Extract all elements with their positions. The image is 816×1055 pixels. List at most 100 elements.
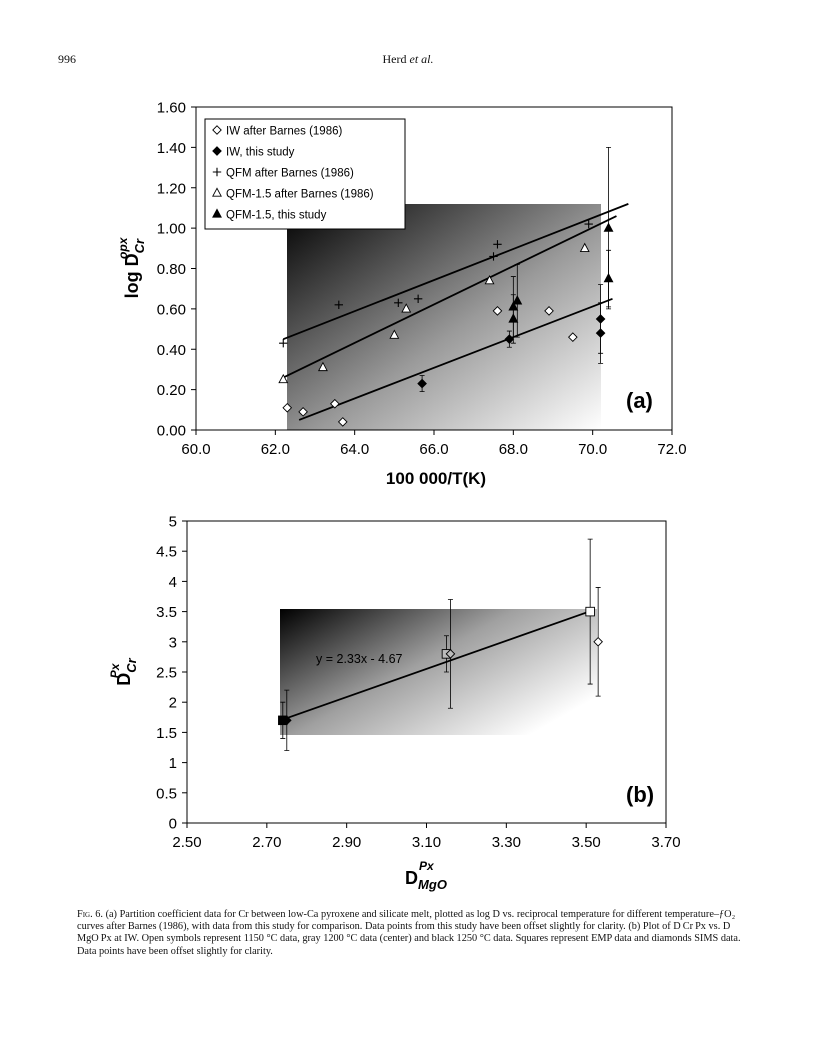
x-tick-label: 3.70 [651, 834, 680, 851]
data-point [445, 649, 456, 659]
y-tick-label: 1.5 [156, 725, 177, 742]
data-point [544, 306, 554, 316]
panel-b-xlabel: DMgO Px [405, 859, 447, 892]
data-point [298, 406, 308, 417]
running-head-authors: Herd [382, 52, 407, 66]
data-point [595, 314, 606, 324]
x-tick-label: 60.0 [181, 441, 210, 458]
panel-b-label: (b) [626, 782, 654, 807]
data-point [493, 240, 502, 249]
y-tick-label: 3 [169, 634, 177, 651]
panel-a-points [278, 146, 614, 427]
caption-label: Fig. 6. [77, 909, 103, 920]
data-point [278, 373, 289, 384]
x-tick-label: 72.0 [657, 441, 686, 458]
x-tick-label: 2.90 [332, 834, 361, 851]
data-point [567, 332, 578, 342]
running-head-etal: et al. [409, 52, 434, 66]
panel-b-axis-ticks: 2.50 2.70 2.90 3.10 3.30 3.50 3.70 0 0.5 1 1.5 2 2.5… [156, 514, 680, 852]
legend-label: IW, this study [226, 147, 295, 159]
y-tick-label: 0.20 [157, 382, 186, 399]
page-number: 996 [58, 52, 76, 66]
regression-equation: y = 2.33x - 4.67 [316, 652, 403, 666]
xlabel-b-sup: Px [419, 859, 435, 873]
y-tick-label: 1.00 [157, 221, 186, 238]
panel-a-fit-lines [282, 203, 629, 421]
data-point [512, 295, 523, 305]
fit-line [278, 608, 595, 722]
x-tick-label: 3.50 [572, 834, 601, 851]
data-point [584, 219, 593, 229]
data-point [317, 361, 328, 372]
data-point [413, 294, 423, 303]
panel-a-legend: IW after Barnes (1986) IW, this study QFM … [204, 118, 406, 230]
y-tick-label: 1.60 [157, 100, 186, 117]
panel-b-ylabel: DCrPx [108, 657, 139, 685]
y-tick-label: 0.40 [157, 342, 186, 359]
data-point [585, 606, 595, 617]
x-tick-label: 64.0 [340, 441, 369, 458]
y-tick-label: 1.40 [157, 140, 186, 157]
legend-box [204, 118, 406, 230]
legend-marker [212, 187, 222, 197]
data-point [394, 298, 403, 308]
legend-label: IW after Barnes (1986) [226, 126, 342, 138]
legend-marker [212, 125, 222, 135]
data-point [329, 398, 340, 409]
panel-a-xlabel: 100 000/T(K) [386, 469, 486, 488]
panel-b-points [278, 538, 603, 751]
svg-text:DCrPx: DCrPx [108, 657, 139, 685]
fit-line [282, 215, 617, 379]
caption-text: (a) Partition coefficient data for Cr be… [77, 909, 741, 957]
y-tick-label: 0.00 [157, 423, 186, 440]
x-tick-label: 2.50 [172, 834, 201, 851]
data-point [337, 417, 348, 427]
panel-b-fit-lines [278, 608, 595, 722]
y-tick-label: 5 [169, 514, 177, 531]
running-head: Herd et al. [0, 52, 816, 67]
ylabel-a-sub: Cr [132, 238, 147, 253]
ylabel-b-sup: Px [108, 662, 122, 678]
ylabel-b-main: D [114, 673, 134, 686]
data-point [603, 222, 614, 232]
x-tick-label: 3.30 [492, 834, 521, 851]
y-tick-label: 1.20 [157, 180, 186, 197]
legend-entries: IW after Barnes (1986) IW, this study QFM … [212, 125, 374, 222]
fit-line [282, 203, 629, 340]
y-tick-label: 0.5 [156, 785, 177, 802]
x-tick-label: 66.0 [419, 441, 448, 458]
panel-b: 2.50 2.70 2.90 3.10 3.30 3.50 3.70 0 0.5 1 1.5 2 2.5… [108, 514, 681, 893]
legend-marker [212, 146, 222, 156]
data-point [281, 715, 292, 726]
ylabel-a-main: log D [122, 253, 142, 298]
y-tick-label: 3.5 [156, 604, 177, 621]
data-point [579, 242, 590, 252]
data-point [489, 252, 498, 261]
panel-a-label: (a) [626, 388, 653, 413]
y-tick-label: 0 [169, 816, 177, 833]
data-point [389, 329, 400, 339]
data-point [593, 636, 603, 647]
y-tick-label: 4.5 [156, 544, 177, 561]
panel-a-axis-ticks: 60.0 62.0 64.0 66.0 68.0 70.0 72.0 0.00 0.20 0.40… [157, 100, 687, 459]
panel-a-shading [287, 204, 601, 430]
data-point [417, 378, 427, 389]
data-point [334, 300, 343, 310]
x-tick-label: 62.0 [261, 441, 290, 458]
y-tick-label: 0.60 [157, 301, 186, 318]
data-point [282, 402, 293, 413]
xlabel-b-sub: MgO [418, 877, 447, 892]
y-tick-label: 4 [169, 574, 177, 591]
figure-caption: Fig. 6. (a) Partition coefficient data f… [77, 909, 747, 958]
x-tick-label: 2.70 [252, 834, 281, 851]
data-point [603, 272, 614, 283]
svg-text:log DCropx: log DCropx [116, 236, 147, 298]
data-point [279, 338, 288, 348]
legend-label: QFM after Barnes (1986) [226, 168, 354, 180]
panel-b-shading [280, 609, 597, 735]
data-point [401, 303, 412, 313]
fit-line [298, 297, 613, 421]
x-tick-label: 3.10 [412, 834, 441, 851]
ylabel-a-sup: opx [116, 236, 130, 259]
legend-label: QFM-1.5, this study [226, 210, 327, 222]
